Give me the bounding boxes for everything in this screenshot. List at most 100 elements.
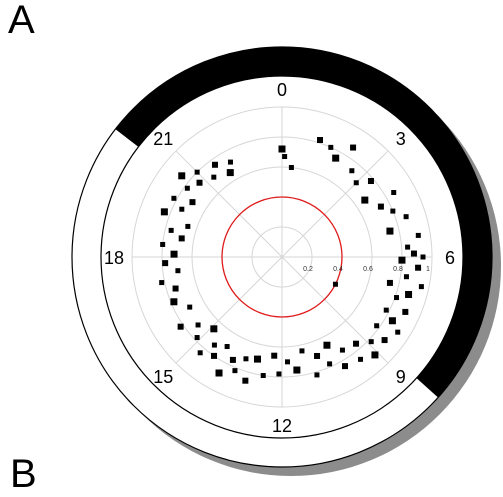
data-point	[317, 137, 324, 144]
data-point	[328, 144, 334, 150]
data-point	[271, 352, 278, 359]
data-point	[177, 323, 184, 330]
data-point	[391, 190, 397, 195]
hour-tick-labels: 0 3 6 9 12 15 18 21	[104, 80, 455, 436]
data-point	[367, 178, 374, 185]
radial-tick-label: 1	[426, 266, 430, 273]
data-point	[377, 203, 384, 210]
data-point	[361, 196, 369, 204]
data-point	[170, 298, 178, 306]
grid-spoke	[281, 150, 389, 258]
hour-tick-label: 3	[396, 129, 406, 149]
data-point	[211, 161, 218, 168]
data-point	[394, 295, 400, 301]
data-point	[276, 371, 282, 377]
data-point	[402, 308, 409, 315]
data-point	[323, 341, 331, 349]
data-point	[386, 227, 394, 235]
data-point	[215, 369, 223, 377]
data-point	[229, 356, 236, 363]
data-point	[383, 307, 389, 313]
hour-tick-label: 15	[153, 367, 173, 387]
data-point	[194, 335, 200, 341]
data-point	[195, 322, 201, 328]
grid-spoke	[175, 150, 283, 258]
data-point	[353, 180, 359, 186]
data-point	[211, 352, 218, 359]
data-point	[388, 317, 396, 325]
data-point	[189, 199, 196, 206]
radial-tick-label: 0.4	[333, 266, 343, 273]
data-point	[226, 169, 234, 177]
data-point	[415, 232, 421, 238]
data-point	[403, 214, 409, 220]
data-point	[284, 359, 290, 365]
hour-tick-label: 21	[153, 129, 173, 149]
polar-scatter-chart: 0.2 0.4 0.6 0.8 1 0 3 6 9 12 15 18 21	[71, 46, 501, 476]
data-point	[350, 144, 357, 151]
data-point	[224, 344, 230, 350]
data-point	[168, 227, 174, 233]
reference-circle-layer	[221, 196, 343, 318]
data-point	[349, 168, 355, 174]
data-point	[232, 368, 238, 374]
data-point	[368, 339, 374, 345]
data-point	[386, 279, 393, 286]
data-point	[211, 342, 217, 348]
data-point	[371, 351, 379, 359]
data-point	[187, 304, 193, 310]
data-point	[420, 254, 426, 260]
data-point	[227, 159, 233, 165]
data-point	[299, 348, 305, 354]
data-point	[170, 250, 178, 258]
data-point	[160, 208, 168, 216]
data-point	[418, 284, 424, 290]
data-point	[288, 164, 294, 170]
data-point	[381, 337, 388, 344]
data-point	[282, 154, 288, 160]
data-point	[171, 195, 177, 201]
data-point	[178, 235, 185, 242]
radial-tick-label: 0.8	[393, 266, 403, 273]
data-point	[185, 223, 191, 229]
data-point	[160, 241, 166, 247]
data-point	[395, 329, 401, 335]
panel-label: A	[8, 0, 35, 42]
hour-tick-label: 6	[445, 248, 455, 268]
data-point	[175, 268, 181, 274]
radial-tick-label: 0.2	[303, 266, 313, 273]
data-point	[172, 285, 179, 292]
data-point	[342, 363, 348, 370]
grid-spoke	[175, 256, 283, 364]
data-point	[260, 373, 266, 379]
data-point	[162, 260, 169, 267]
hour-tick-label: 18	[104, 248, 124, 268]
data-point	[184, 185, 190, 191]
radial-tick-label: 0.6	[363, 266, 373, 273]
data-point	[197, 350, 203, 356]
data-points	[159, 137, 426, 384]
data-point	[253, 355, 261, 363]
data-point	[390, 208, 396, 214]
data-point	[293, 366, 301, 374]
radial-tick-labels: 0.2 0.4 0.6 0.8 1	[303, 266, 430, 273]
data-point	[405, 290, 413, 298]
next-panel-label: B	[10, 452, 37, 496]
data-point	[179, 206, 185, 212]
data-point	[398, 256, 406, 264]
data-point	[327, 361, 333, 367]
hour-tick-label: 12	[272, 416, 292, 436]
hour-tick-label: 9	[396, 367, 406, 387]
data-point	[278, 145, 286, 153]
data-point	[339, 347, 345, 353]
data-point	[242, 377, 249, 384]
data-point	[210, 325, 218, 333]
data-point	[314, 352, 321, 359]
data-point	[194, 169, 200, 175]
data-point	[196, 179, 203, 186]
data-point	[332, 154, 340, 162]
data-point	[403, 274, 409, 280]
data-point	[314, 372, 320, 378]
reference-circle	[221, 196, 343, 318]
data-point	[374, 323, 380, 329]
